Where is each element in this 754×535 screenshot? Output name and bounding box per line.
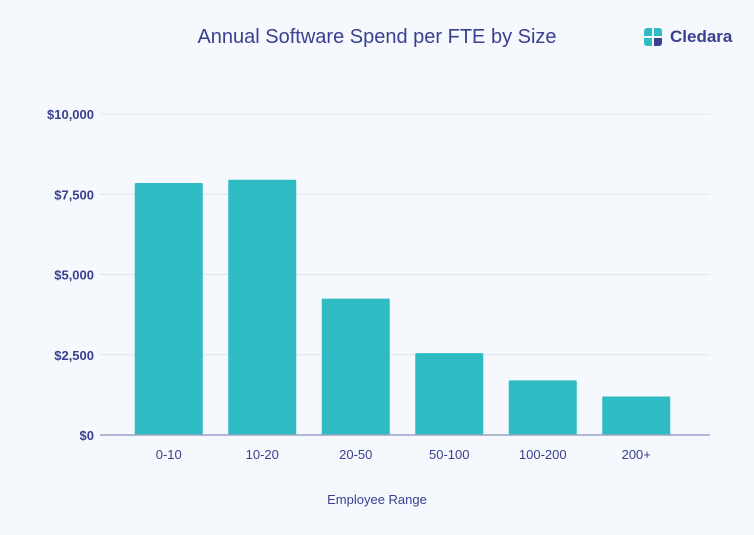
y-tick-label: $0: [80, 428, 94, 443]
x-tick-label: 0-10: [156, 447, 182, 462]
bar-10-20: [228, 179, 297, 435]
x-tick-label: 10-20: [246, 447, 279, 462]
x-tick-label: 50-100: [429, 447, 469, 462]
x-tick-label: 100-200: [519, 447, 567, 462]
y-tick-label: $5,000: [54, 268, 94, 283]
bars: [134, 179, 671, 435]
x-tick-label: 200+: [622, 447, 651, 462]
bar-100-200: [508, 380, 577, 435]
y-axis-ticks: $0 $2,500 $5,000 $7,500 $10,000: [47, 107, 94, 443]
cledara-logo-icon: [644, 28, 662, 46]
bar-200+: [602, 396, 671, 435]
bar-0-10: [134, 183, 203, 435]
x-axis-title: Employee Range: [327, 492, 427, 507]
y-tick-label: $7,500: [54, 187, 94, 202]
brand-name: Cledara: [670, 27, 733, 46]
y-tick-label: $10,000: [47, 107, 94, 122]
brand-logo: Cledara: [642, 26, 732, 48]
x-axis-ticks: 0-10 10-20 20-50 50-100 100-200 200+: [156, 447, 651, 462]
bar-50-100: [415, 353, 484, 435]
x-tick-label: 20-50: [339, 447, 372, 462]
bar-20-50: [321, 298, 390, 435]
chart-title: Annual Software Spend per FTE by Size: [197, 26, 557, 48]
y-tick-label: $2,500: [54, 348, 94, 363]
